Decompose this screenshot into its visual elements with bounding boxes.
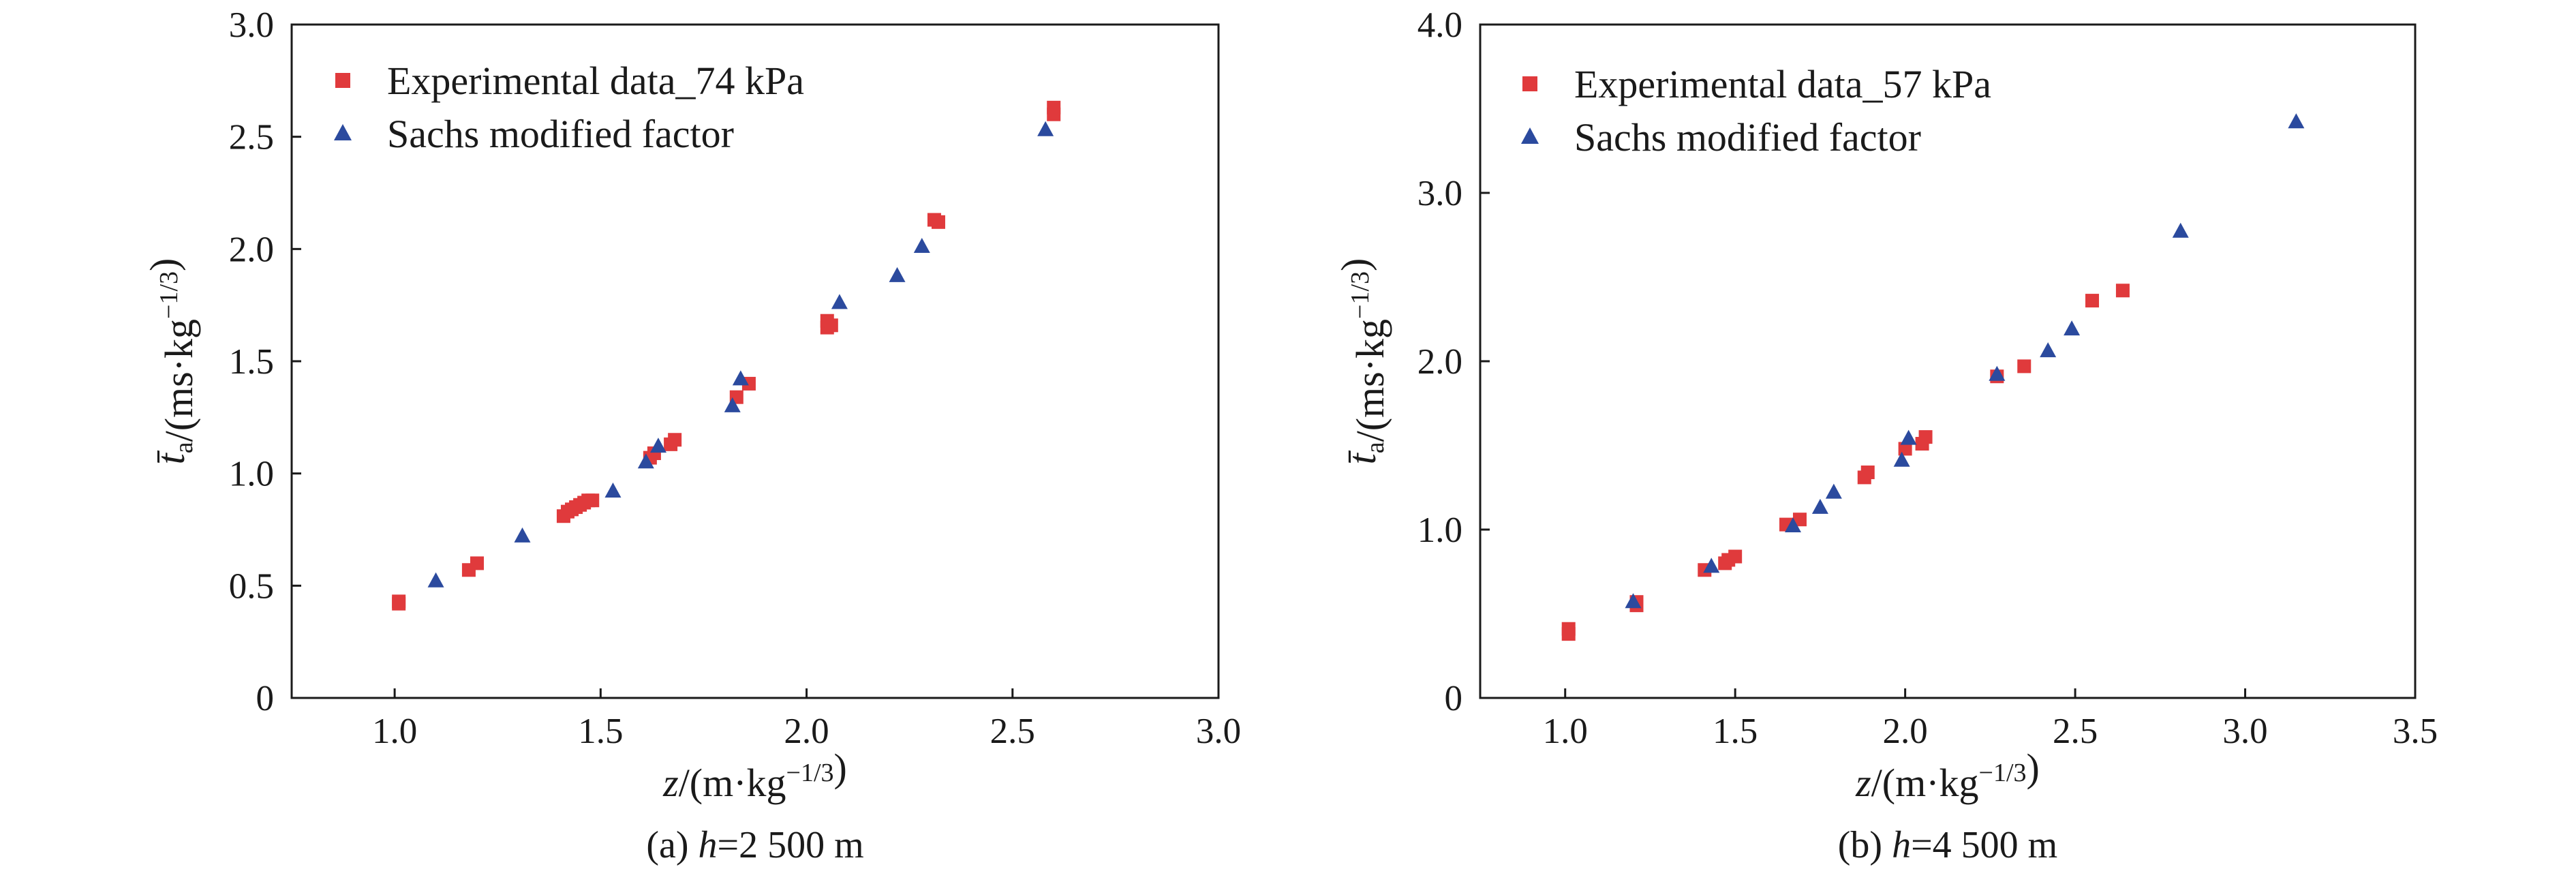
y-tick-label: 1.0	[1417, 510, 1462, 550]
data-point-triangle	[2172, 222, 2189, 238]
panel-a: 1.0 1.5 2.0 2.5 3.0 0 0.5 1.0 1.5 2.0 2.5 3.0 Experi…	[142, 5, 1241, 866]
y-tick-label: 0	[256, 679, 275, 718]
data-point-triangle	[604, 483, 622, 498]
y-axis-label: t̄a/(ms·kg−1/3)	[1333, 258, 1392, 465]
data-point-triangle	[1825, 483, 1842, 499]
legend-label: Sachs modified factor	[1574, 115, 1921, 159]
y-tick-label: 3.0	[1417, 174, 1462, 213]
x-tick-label: 2.5	[2053, 712, 2098, 751]
data-point-triangle	[1625, 593, 1642, 609]
x-tick-label: 3.0	[2222, 712, 2267, 751]
data-point-triangle	[2064, 320, 2081, 336]
y-tick-label: 1.5	[229, 342, 274, 382]
data-point-triangle	[732, 370, 749, 386]
legend-triangle-icon	[334, 124, 352, 140]
y-tick-label: 1.0	[229, 455, 274, 494]
x-tick-label: 1.5	[578, 712, 623, 751]
x-tick-label: 2.0	[784, 712, 829, 751]
x-tick-label: 2.0	[1883, 712, 1928, 751]
y-tick-label: 4.0	[1417, 5, 1462, 45]
y-tick-label: 2.0	[1417, 342, 1462, 382]
data-point-square	[2115, 284, 2130, 298]
data-point-square	[824, 318, 838, 333]
panel-caption: (b) h=4 500 m	[1838, 824, 2057, 866]
data-point-triangle	[514, 527, 531, 543]
data-point-square	[1860, 466, 1875, 480]
x-axis-label: z/(m·kg−1/3)	[1855, 746, 2040, 805]
data-point-square	[470, 556, 484, 570]
data-point-square	[1561, 622, 1576, 636]
data-point-triangle	[637, 453, 654, 469]
data-point-triangle	[1703, 558, 1720, 573]
data-point-square	[1728, 549, 1743, 564]
legend-square-icon	[335, 73, 350, 88]
data-point-triangle	[1989, 365, 2006, 381]
x-axis-label: z/(m·kg−1/3)	[662, 746, 847, 805]
data-point-triangle	[2288, 113, 2305, 129]
legend-label: Sachs modified factor	[387, 112, 734, 156]
data-point-triangle	[2040, 342, 2057, 358]
data-point-triangle	[1900, 429, 1917, 445]
data-point-square	[1047, 107, 1061, 121]
x-tick-label: 3.0	[1196, 712, 1241, 751]
y-tick-label: 2.5	[229, 118, 274, 157]
data-point-triangle	[913, 238, 930, 254]
data-point-triangle	[427, 572, 444, 588]
data-point-square	[392, 594, 406, 609]
y-tick-label: 0.5	[229, 566, 274, 606]
data-point-square	[1792, 513, 1807, 527]
data-point-triangle	[1784, 517, 1801, 533]
data-point-square	[2085, 294, 2100, 308]
data-point-square	[2017, 359, 2031, 374]
x-tick-label: 1.5	[1713, 712, 1758, 751]
x-tick-label: 1.0	[372, 712, 417, 751]
x-tick-label: 2.5	[990, 712, 1035, 751]
panel-caption: (a) h=2 500 m	[646, 824, 863, 866]
data-point-triangle	[1893, 451, 1910, 467]
data-point-triangle	[1811, 498, 1828, 514]
data-point-triangle	[649, 438, 666, 453]
data-point-square	[668, 433, 682, 447]
x-tick-label: 3.5	[2393, 712, 2438, 751]
y-tick-label: 0	[1445, 679, 1463, 718]
data-point-square	[1918, 430, 1933, 444]
y-tick-label: 3.0	[229, 5, 274, 45]
data-point-square	[585, 493, 600, 508]
data-point-triangle	[831, 294, 848, 309]
x-tick-label: 1.0	[1543, 712, 1588, 751]
data-point-square	[931, 215, 945, 229]
legend-label: Experimental data_57 kPa	[1574, 62, 1991, 106]
data-point-triangle	[724, 397, 741, 412]
legend-label: Experimental data_74 kPa	[387, 59, 804, 103]
panel-b: 1.0 1.5 2.0 2.5 3.0 3.5 0 1.0 2.0 3.0 4.0 Experimen…	[1333, 5, 2438, 866]
legend-triangle-icon	[1521, 127, 1539, 144]
data-point-triangle	[1037, 121, 1054, 136]
y-axis-label: t̄a/(ms·kg−1/3)	[142, 258, 201, 465]
y-tick-label: 2.0	[229, 230, 274, 269]
data-point-triangle	[889, 266, 906, 282]
legend-square-icon	[1522, 76, 1537, 91]
